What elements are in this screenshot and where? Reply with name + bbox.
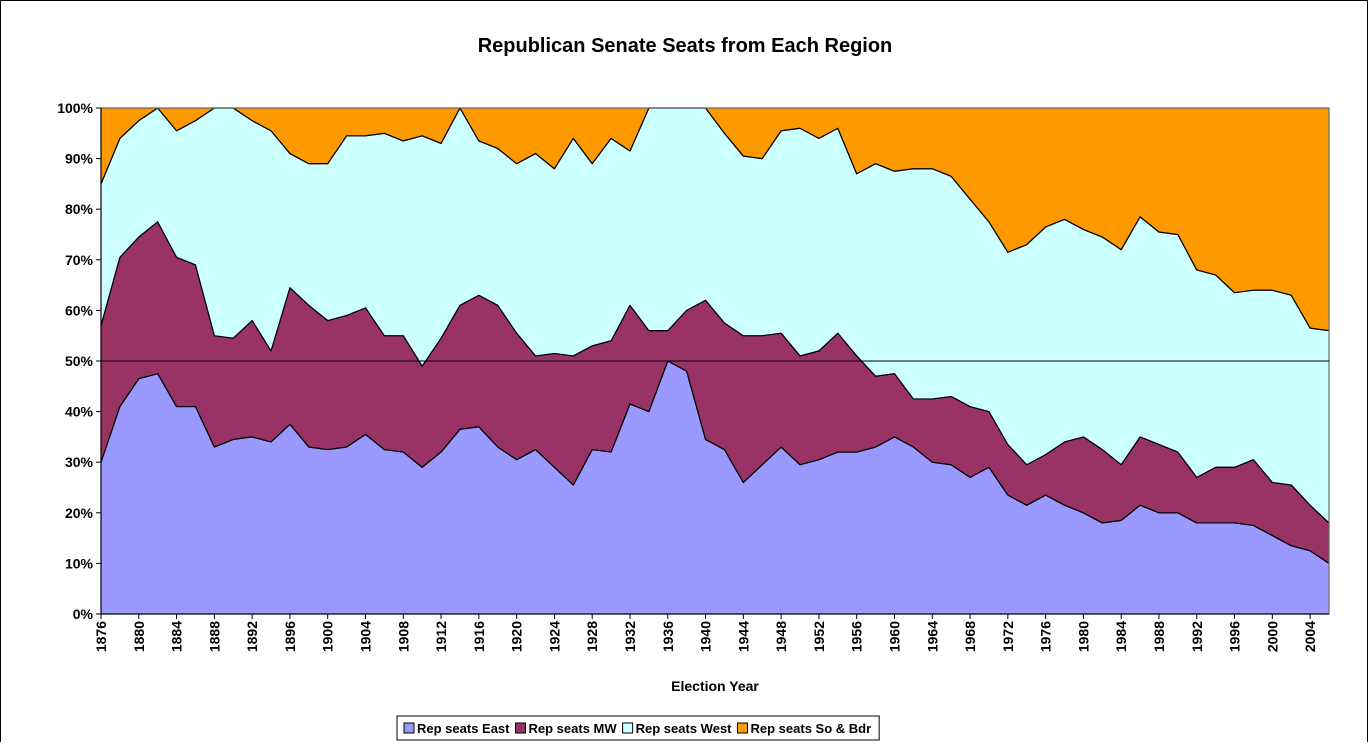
x-tick-label: 1876 [93, 621, 109, 652]
x-tick-label: 2000 [1264, 621, 1280, 652]
x-tick-label: 1948 [773, 621, 789, 652]
legend-swatch [622, 722, 634, 734]
x-tick-label: 1888 [206, 621, 222, 652]
x-tick-label: 1996 [1227, 621, 1243, 652]
x-tick-label: 1940 [698, 621, 714, 652]
y-tick-label: 100% [57, 100, 93, 116]
y-tick-label: 50% [65, 353, 94, 369]
y-tick-label: 60% [65, 302, 94, 318]
x-tick-label: 1932 [622, 621, 638, 652]
x-tick-label: 2004 [1302, 621, 1318, 652]
x-tick-label: 1976 [1038, 621, 1054, 652]
y-tick-label: 70% [65, 252, 94, 268]
x-tick-label: 1972 [1000, 621, 1016, 652]
x-tick-label: 1928 [584, 621, 600, 652]
y-tick-label: 90% [65, 151, 94, 167]
legend-label: Rep seats MW [529, 721, 618, 736]
x-tick-label: 1880 [131, 621, 147, 652]
x-tick-label: 1944 [735, 621, 751, 652]
y-tick-label: 10% [65, 555, 94, 571]
legend-label: Rep seats East [417, 721, 510, 736]
x-tick-label: 1904 [357, 621, 373, 652]
x-tick-label: 1896 [282, 621, 298, 652]
x-tick-label: 1908 [395, 621, 411, 652]
x-tick-label: 1992 [1189, 621, 1205, 652]
legend-swatch [737, 722, 748, 734]
y-tick-label: 0% [73, 606, 94, 622]
legend: Rep seats East Rep seats MW Rep seats West… [396, 715, 880, 741]
x-tick-label: 1988 [1151, 621, 1167, 652]
x-tick-label: 1884 [169, 621, 185, 652]
y-tick-label: 40% [65, 404, 94, 420]
legend-swatch [403, 722, 415, 734]
x-tick-label: 1956 [849, 621, 865, 652]
x-tick-label: 1892 [244, 621, 260, 652]
legend-label: Rep seats So & Bdr [751, 721, 872, 736]
x-tick-label: 1900 [320, 621, 336, 652]
x-tick-label: 1984 [1113, 621, 1129, 652]
legend-swatch [515, 722, 526, 734]
legend-box [396, 715, 880, 741]
x-tick-label: 1964 [924, 621, 940, 652]
x-tick-label: 1968 [962, 621, 978, 652]
x-tick-label: 1920 [509, 621, 525, 652]
x-tick-label: 1924 [546, 621, 562, 652]
x-tick-label: 1980 [1075, 621, 1091, 652]
x-tick-label: 1916 [471, 621, 487, 652]
legend-label: Rep seats West [636, 721, 733, 736]
x-tick-label: 1936 [660, 621, 676, 652]
x-axis-label: Election Year [671, 678, 759, 694]
x-tick-label: 1960 [886, 621, 902, 652]
y-tick-label: 30% [65, 454, 94, 470]
x-tick-label: 1952 [811, 621, 827, 652]
x-tick-label: 1912 [433, 621, 449, 652]
y-tick-label: 80% [65, 201, 94, 217]
chart-title: Republican Senate Seats from Each Region [478, 35, 893, 57]
y-tick-label: 20% [65, 505, 94, 521]
